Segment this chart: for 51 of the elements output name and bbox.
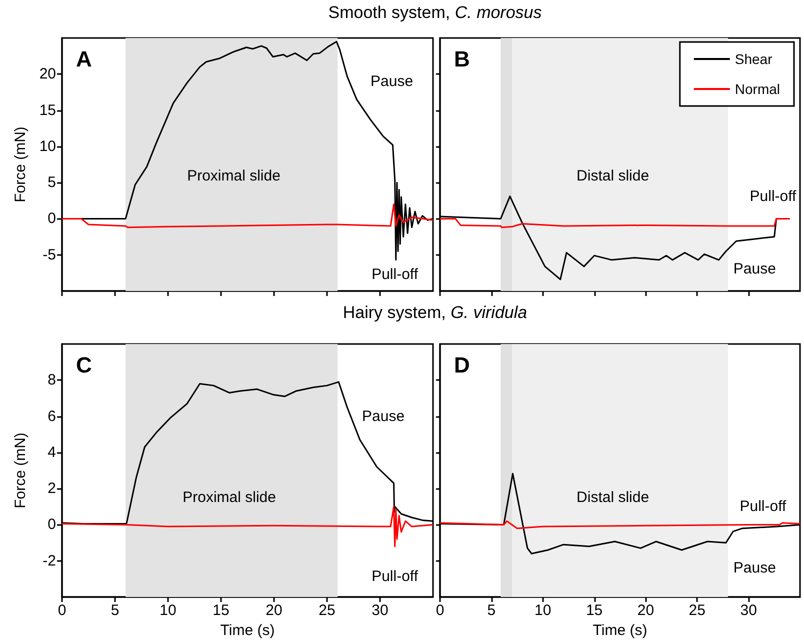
annotation: Pause xyxy=(733,260,776,278)
annotation: A xyxy=(76,46,92,72)
y-tick-label: -5 xyxy=(42,246,56,264)
annotation: Pause xyxy=(733,560,776,577)
annotation: C xyxy=(76,352,92,378)
y-axis-title: Force (mN) xyxy=(12,126,29,202)
x-tick-label: 15 xyxy=(586,602,603,619)
annotation: Pull-off xyxy=(372,568,419,585)
y-tick-label: 2 xyxy=(48,480,56,498)
legend-label: Shear xyxy=(734,51,773,67)
legend-label: Normal xyxy=(734,81,780,97)
y-tick-label: 0 xyxy=(48,516,56,534)
annotation: Pull-off xyxy=(372,266,419,283)
annotation: Pull-off xyxy=(750,188,798,205)
x-axis-title: Time (s) xyxy=(592,622,648,639)
y-tick-label: 6 xyxy=(48,408,56,425)
y-tick-label: -2 xyxy=(42,552,56,570)
x-tick-label: 30 xyxy=(372,602,388,619)
line-series xyxy=(61,506,434,548)
y-tick-label: 10 xyxy=(39,138,56,155)
annotation: Proximal slide xyxy=(187,168,280,185)
x-tick-label: 5 xyxy=(110,602,120,619)
chart-title: Hairy system, G. viridula xyxy=(342,303,528,323)
x-axis-title: Time (s) xyxy=(220,622,275,639)
x-tick-label: 10 xyxy=(160,602,176,619)
x-tick-label: 10 xyxy=(534,602,552,619)
x-tick-label: 5 xyxy=(487,602,496,619)
x-tick-label: 25 xyxy=(318,602,336,619)
annotation: D xyxy=(454,352,470,378)
y-tick-label: 8 xyxy=(48,372,56,389)
annotation: Pause xyxy=(370,72,414,90)
line-series xyxy=(61,204,434,228)
annotation: Pause xyxy=(362,408,405,425)
x-tick-label: 20 xyxy=(266,602,282,619)
annotation: Proximal slide xyxy=(182,489,276,506)
x-tick-label: 30 xyxy=(740,602,757,619)
y-tick-label: 5 xyxy=(48,174,56,192)
chart-title: Smooth system, C. morosus xyxy=(327,3,543,23)
x-tick-label: 0 xyxy=(436,602,444,619)
annotation: Distal slide xyxy=(576,489,650,506)
x-tick-label: 20 xyxy=(637,602,654,619)
y-tick-label: 15 xyxy=(39,102,56,119)
y-tick-label: 0 xyxy=(48,210,56,228)
annotation: B xyxy=(454,46,470,72)
y-axis-title: Force (mN) xyxy=(12,432,29,508)
x-tick-label: 15 xyxy=(212,602,230,619)
annotation: Pull-off xyxy=(740,498,787,516)
y-tick-label: 20 xyxy=(39,66,56,83)
y-tick-label: 4 xyxy=(48,444,56,461)
annotation: Distal slide xyxy=(576,168,650,185)
x-tick-label: 25 xyxy=(688,602,706,619)
